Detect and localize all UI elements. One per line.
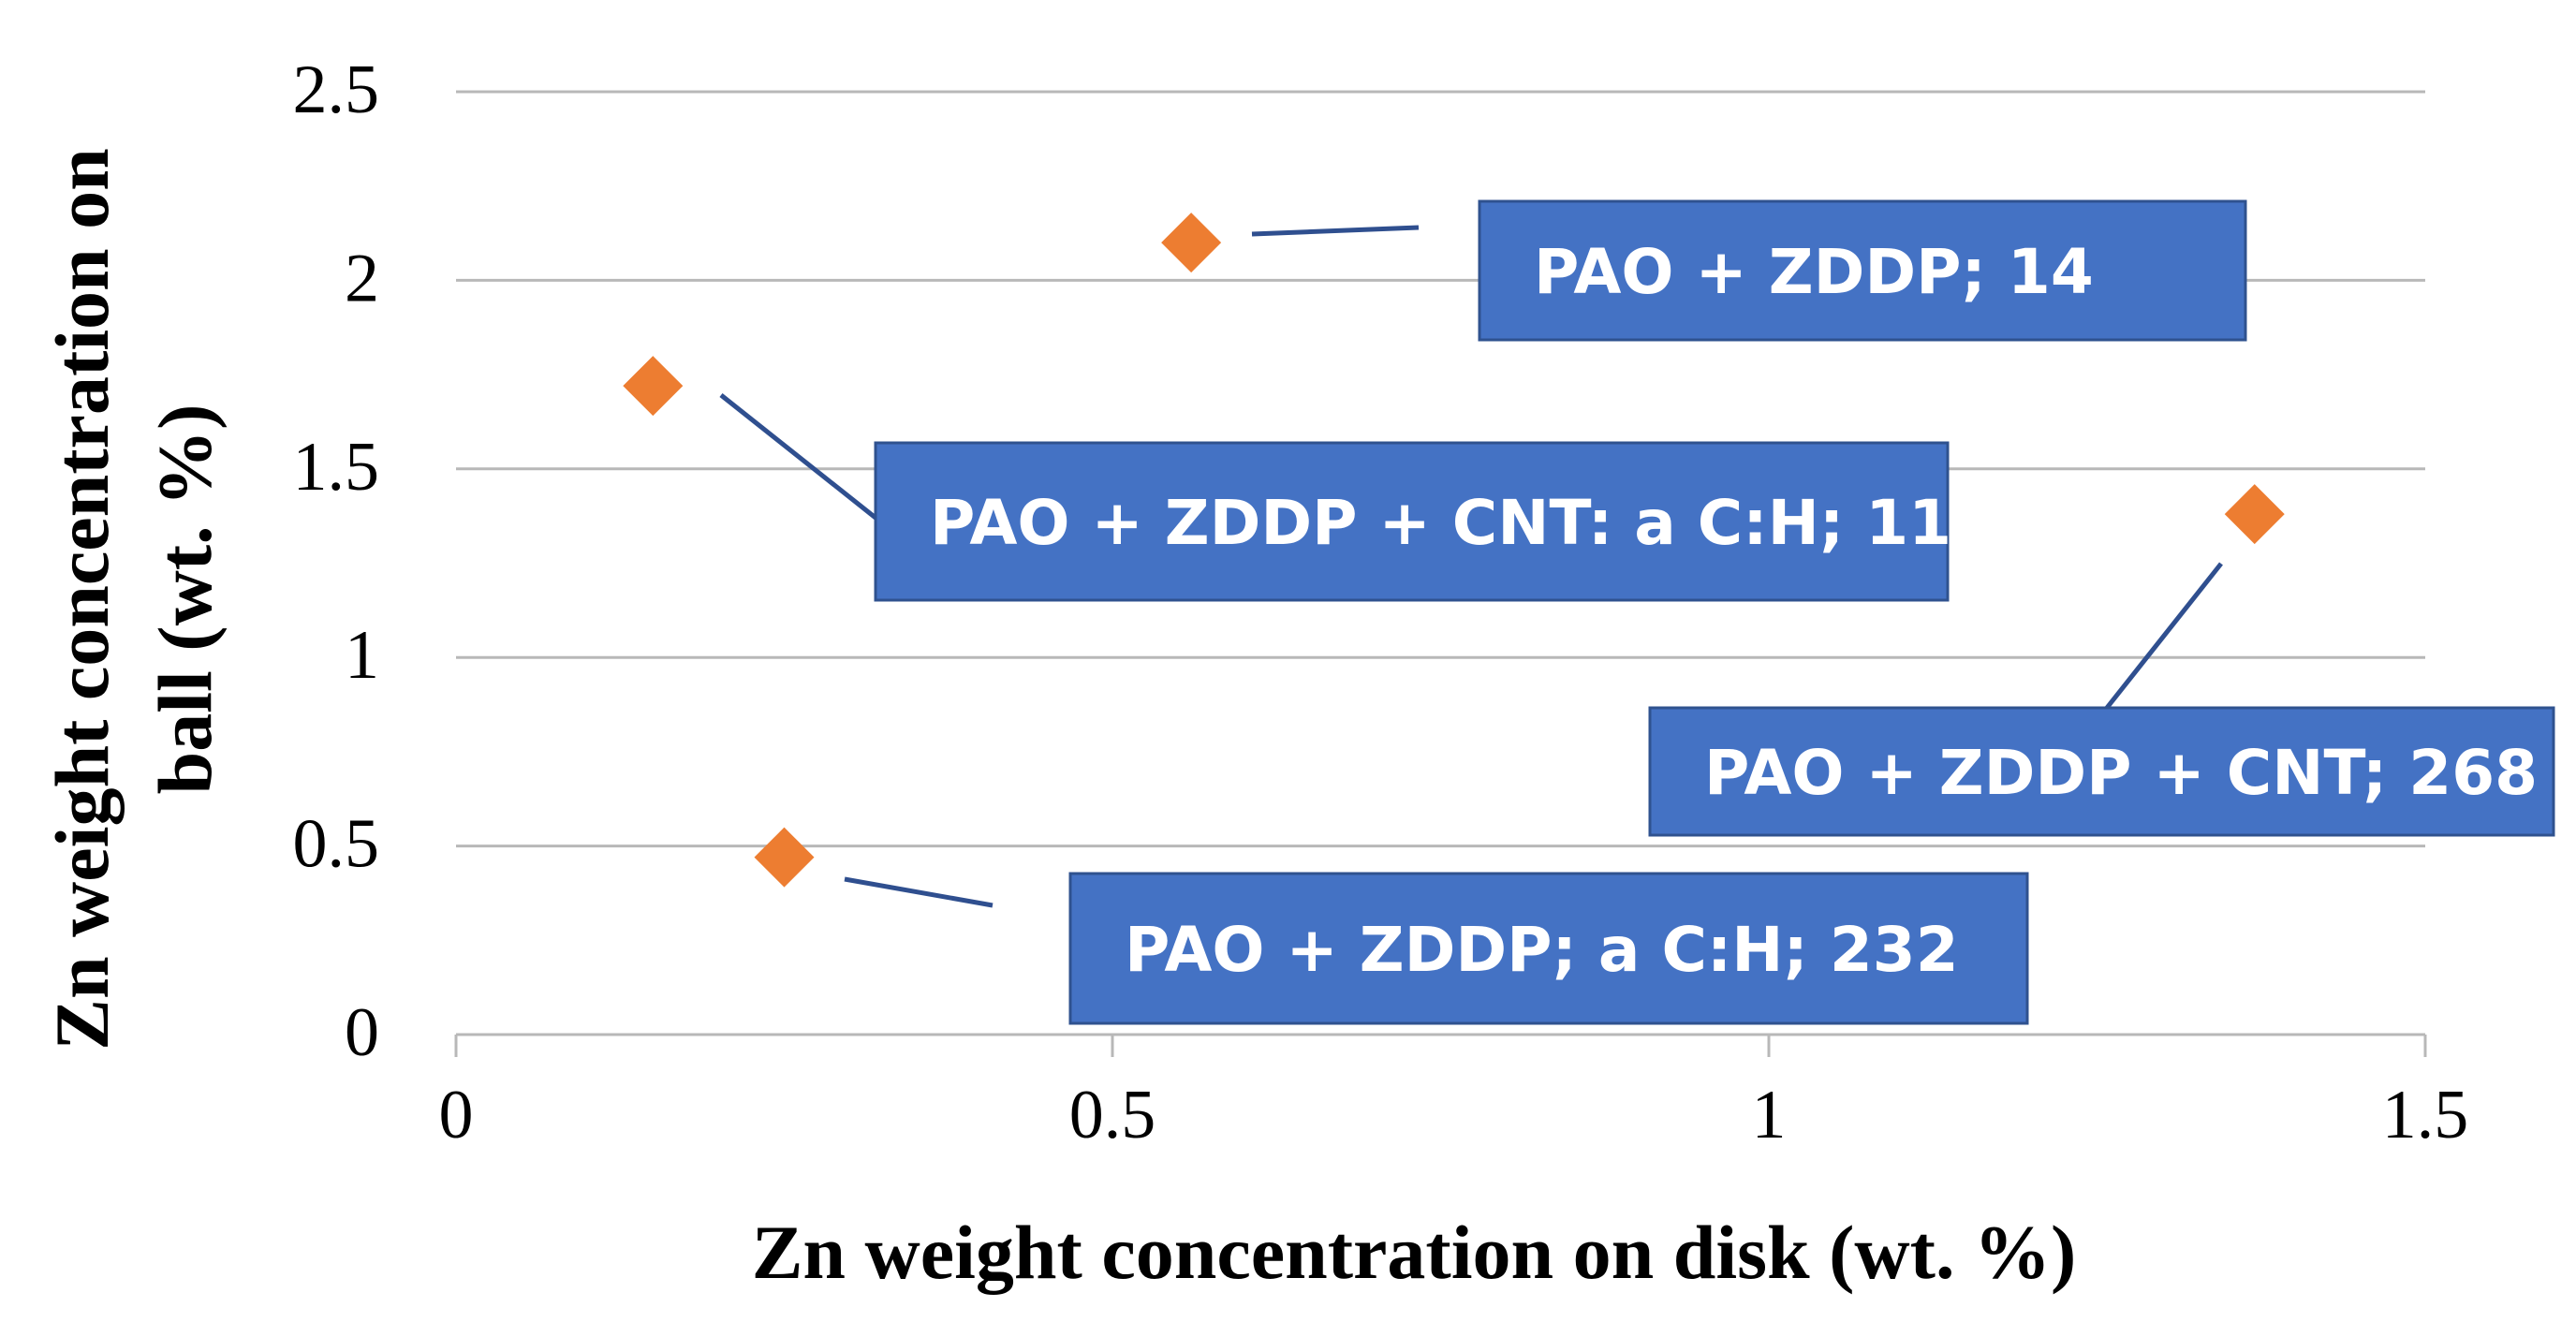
data-point-marker [754,827,815,888]
data-label-text: PAO + ZDDP; a C:H; 232 [1125,914,1959,986]
leader-line [719,393,877,520]
leader-line [2105,562,2223,710]
data-label-text: PAO + ZDDP + CNT: a C:H; 11 [930,487,1951,559]
data-label-box [1068,872,2029,1025]
leader-lines [719,225,2223,908]
y-tick-label: 1 [345,617,379,694]
data-label-text: PAO + ZDDP + CNT; 268 [1704,737,2538,809]
data-points [623,213,2285,888]
data-label-box [874,441,1950,602]
data-point-marker [2224,484,2285,545]
data-point-marker [1161,213,1222,273]
data-labels: PAO + ZDDP; 14 PAO + ZDDP + CNT: a C:H; 1… [874,199,2555,1025]
axis-titles: Zn weight concentration on disk (wt. %) Z… [39,148,2076,1295]
axes: 0 0.5 1 1.5 2 2.5 0 0.5 1 1.5 [293,51,2469,1153]
data-point-marker [623,356,684,417]
leader-line [1251,225,1420,237]
y-axis-title-line: Zn weight concentration on [39,148,125,1050]
data-label-text: PAO + ZDDP; 14 [1534,236,2094,308]
y-axis-title-line: ball (wt. %) [142,404,228,795]
x-tick-label: 1.5 [2382,1077,2469,1153]
y-tick-label: 1.5 [293,429,380,506]
y-tick-label: 0 [345,994,379,1071]
y-tick-label: 2.5 [293,51,380,128]
y-axis-title: Zn weight concentration on ball (wt. %) [39,148,228,1050]
y-tick-label: 0.5 [293,806,380,883]
x-tick-label: 0 [439,1077,474,1153]
x-tick-label: 1 [1752,1077,1787,1153]
data-label-box [1478,199,2247,342]
y-tick-label: 2 [345,240,379,316]
data-label-box [1648,706,2555,837]
x-tick-label: 0.5 [1069,1077,1156,1153]
leader-line [844,876,994,908]
x-axis-title: Zn weight concentration on disk (wt. %) [752,1210,2077,1295]
